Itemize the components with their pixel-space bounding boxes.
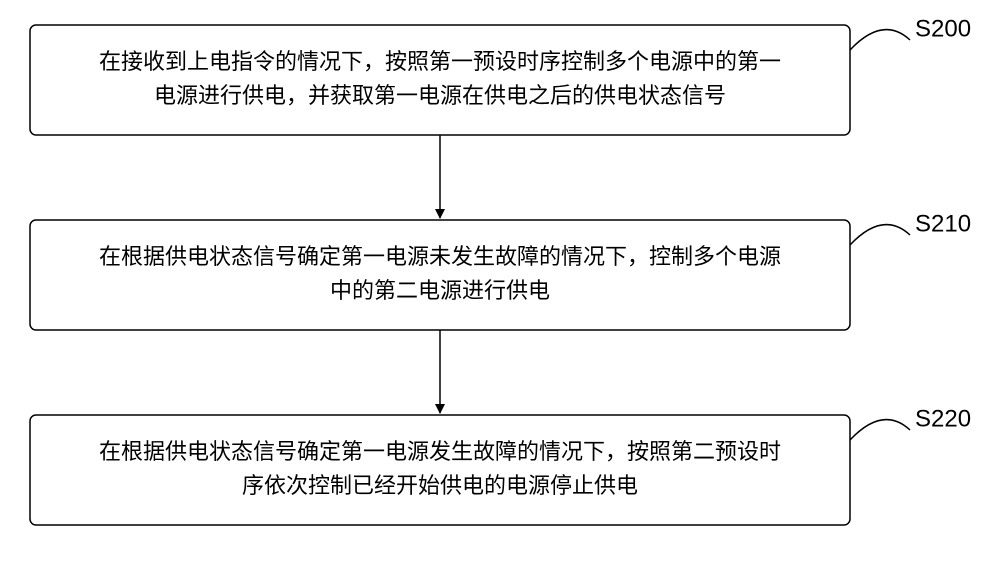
step-label: S220	[915, 405, 971, 432]
flow-step-box	[30, 220, 850, 330]
step-label: S210	[915, 210, 971, 237]
flow-step-box	[30, 25, 850, 135]
flow-step-text: 在根据供电状态信号确定第一电源未发生故障的情况下，控制多个电源	[99, 244, 781, 269]
step-label-connector	[850, 30, 910, 50]
step-label-connector	[850, 225, 910, 245]
step-label: S200	[915, 15, 971, 42]
flow-step-text: 电源进行供电，并获取第一电源在供电之后的供电状态信号	[154, 83, 726, 108]
flow-step-box	[30, 415, 850, 525]
flow-step-text: 中的第二电源进行供电	[330, 278, 550, 303]
flow-step-text: 序依次控制已经开始供电的电源停止供电	[242, 473, 638, 498]
flowchart-canvas: 在接收到上电指令的情况下，按照第一预设时序控制多个电源中的第一电源进行供电，并获…	[0, 0, 1000, 579]
flow-step-text: 在接收到上电指令的情况下，按照第一预设时序控制多个电源中的第一	[99, 49, 781, 74]
flow-step-text: 在根据供电状态信号确定第一电源发生故障的情况下，按照第二预设时	[99, 439, 781, 464]
step-label-connector	[850, 420, 910, 440]
